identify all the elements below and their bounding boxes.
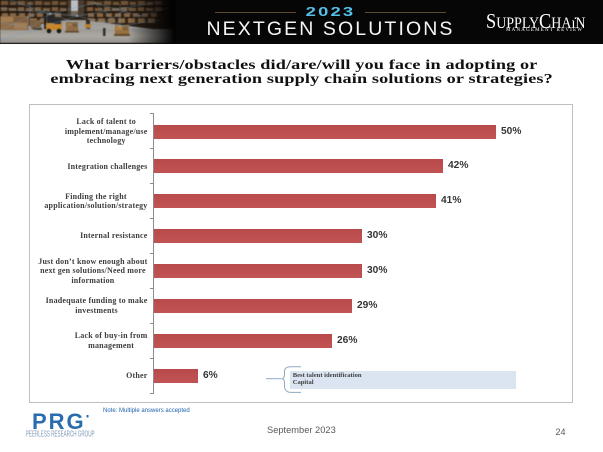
svg-text:PEERLESS RESEARCH GROUP: PEERLESS RESEARCH GROUP (26, 430, 95, 439)
svg-text:PRG: PRG (32, 409, 86, 434)
